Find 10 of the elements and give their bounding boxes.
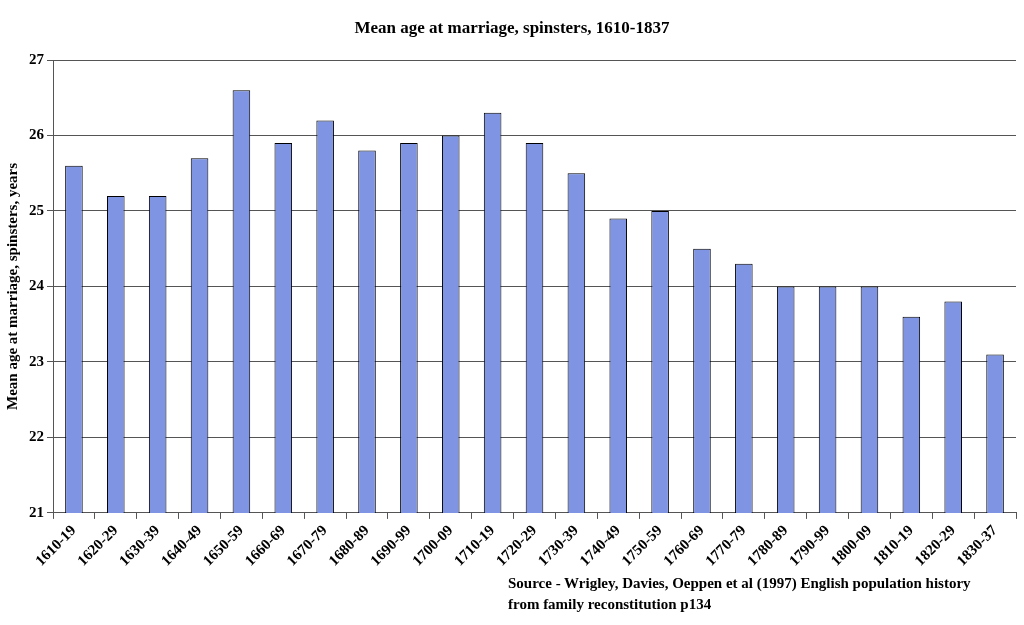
- y-tick-label: 24: [29, 277, 45, 294]
- y-tick-label: 26: [29, 126, 45, 143]
- y-tick-label: 22: [29, 428, 44, 445]
- source-note: Source - Wrigley, Davies, Oeppen et al (1997) English population history from family reconstitution p134: [508, 574, 972, 614]
- y-tick-label: 25: [29, 201, 44, 218]
- y-tick-label: 23: [29, 352, 44, 369]
- y-tick-label: 21: [29, 503, 44, 520]
- y-axis-title: Mean age at marriage, spinsters, years: [3, 162, 20, 410]
- y-tick-label: 27: [29, 50, 45, 67]
- chart-title: Mean age at marriage, spinsters, 1610-1837: [353, 18, 671, 38]
